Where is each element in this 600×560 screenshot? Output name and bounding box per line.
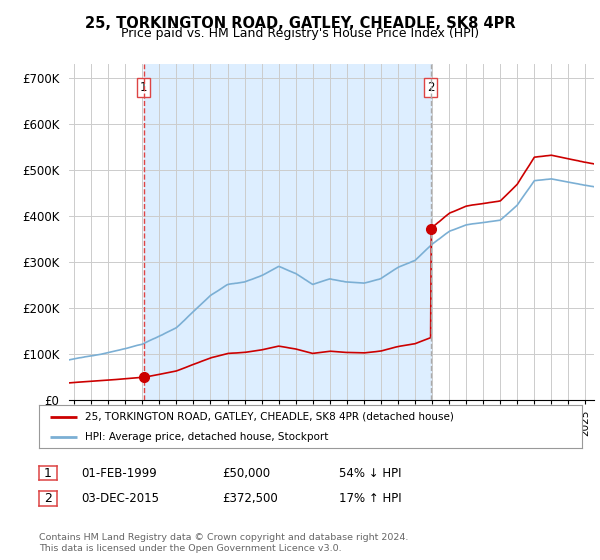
Text: HPI: Average price, detached house, Stockport: HPI: Average price, detached house, Stoc… [85,432,329,441]
Text: 25, TORKINGTON ROAD, GATLEY, CHEADLE, SK8 4PR: 25, TORKINGTON ROAD, GATLEY, CHEADLE, SK… [85,16,515,31]
Text: 17% ↑ HPI: 17% ↑ HPI [339,492,401,505]
Text: 01-FEB-1999: 01-FEB-1999 [81,466,157,480]
Bar [143,64,431,400]
Text: 54% ↓ HPI: 54% ↓ HPI [339,466,401,480]
Text: 1: 1 [44,466,52,480]
Text: £372,500: £372,500 [222,492,278,505]
Text: 2: 2 [44,492,52,505]
Text: 25, TORKINGTON ROAD, GATLEY, CHEADLE, SK8 4PR (detached house): 25, TORKINGTON ROAD, GATLEY, CHEADLE, SK… [85,412,454,422]
Text: 2: 2 [427,81,434,94]
Text: Price paid vs. HM Land Registry's House Price Index (HPI): Price paid vs. HM Land Registry's House … [121,27,479,40]
Text: 03-DEC-2015: 03-DEC-2015 [81,492,159,505]
Text: £50,000: £50,000 [222,466,270,480]
Text: 1: 1 [140,81,148,94]
Text: Contains HM Land Registry data © Crown copyright and database right 2024.
This d: Contains HM Land Registry data © Crown c… [39,533,409,553]
